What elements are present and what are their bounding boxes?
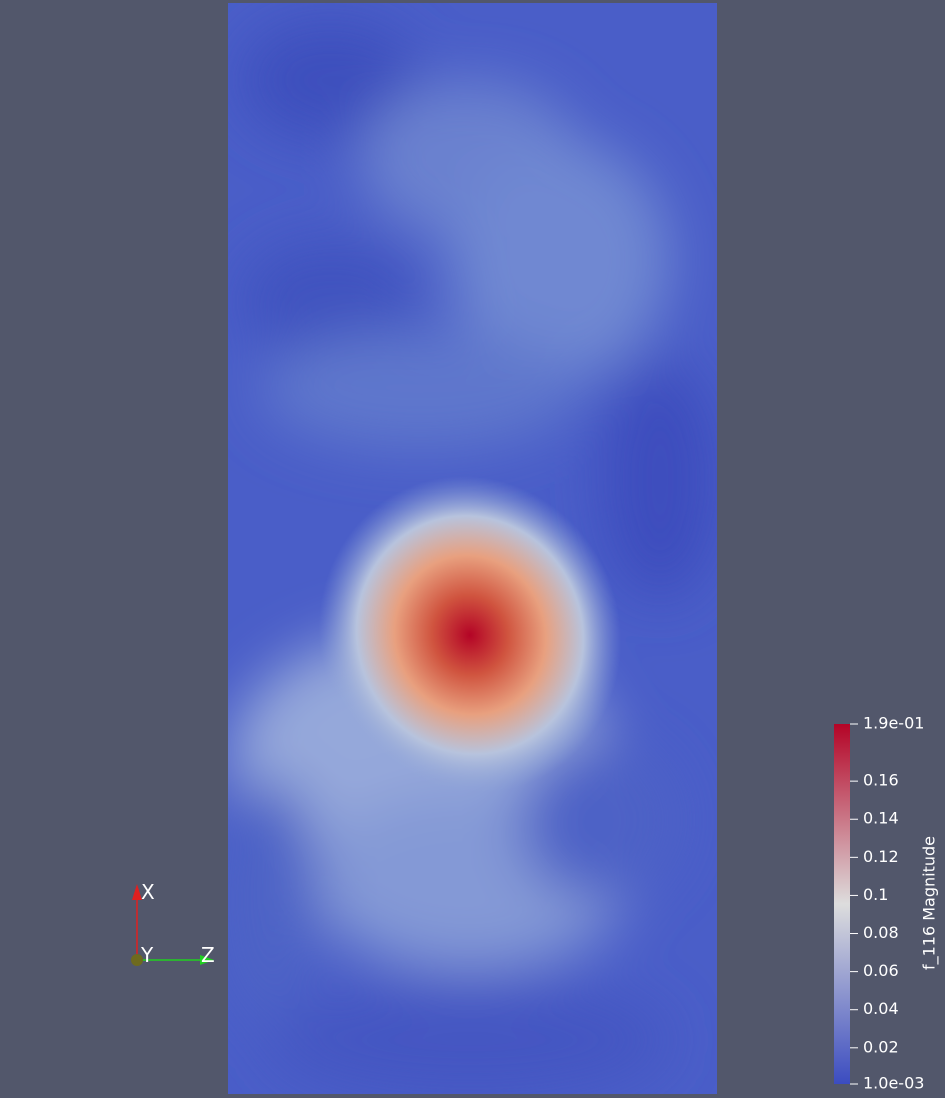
orientation-axes: X Y Z — [131, 880, 215, 967]
tick-label: 0.1 — [863, 885, 888, 904]
tick-label: 1.9e-01 — [863, 714, 924, 733]
tick-label: 0.06 — [863, 961, 899, 980]
y-axis-dot — [131, 954, 143, 966]
tick-label: 0.02 — [863, 1037, 899, 1056]
z-axis-label: Z — [201, 943, 215, 967]
tick-label: 1.0e-03 — [863, 1074, 924, 1093]
tick-label: 0.04 — [863, 999, 899, 1018]
y-axis-label: Y — [140, 943, 154, 967]
tick-label: 0.14 — [863, 809, 899, 828]
tick-label: 0.16 — [863, 771, 899, 790]
tick-label: 0.08 — [863, 923, 899, 942]
x-axis-head — [132, 884, 142, 900]
z-axis-head — [200, 955, 214, 965]
color-bar — [834, 724, 850, 1084]
x-axis-label: X — [141, 880, 155, 904]
color-legend-title: f_116 Magnitude — [920, 836, 940, 970]
color-legend: f_116 Magnitude 1.9e-01 0.16 0.14 0.12 0.1 0.… — [834, 714, 940, 1093]
tick-label: 0.12 — [863, 847, 899, 866]
scalar-field — [228, 3, 717, 1094]
